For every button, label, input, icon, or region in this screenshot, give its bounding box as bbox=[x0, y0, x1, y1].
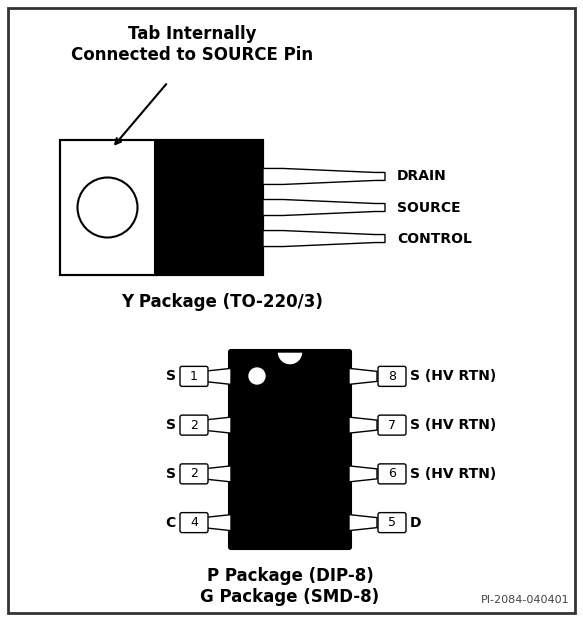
FancyBboxPatch shape bbox=[180, 464, 208, 484]
Text: S: S bbox=[166, 418, 176, 432]
Text: S (HV RTN): S (HV RTN) bbox=[410, 418, 496, 432]
Circle shape bbox=[78, 178, 138, 237]
Text: DRAIN: DRAIN bbox=[397, 170, 447, 183]
Polygon shape bbox=[349, 466, 377, 482]
Text: Y Package (TO-220/3): Y Package (TO-220/3) bbox=[122, 293, 324, 311]
Polygon shape bbox=[263, 168, 385, 184]
Text: S: S bbox=[166, 467, 176, 481]
Text: 2: 2 bbox=[190, 419, 198, 432]
FancyBboxPatch shape bbox=[180, 512, 208, 533]
FancyBboxPatch shape bbox=[378, 366, 406, 386]
Text: S: S bbox=[166, 369, 176, 383]
Text: Tab Internally
Connected to SOURCE Pin: Tab Internally Connected to SOURCE Pin bbox=[71, 25, 313, 64]
Text: S (HV RTN): S (HV RTN) bbox=[410, 369, 496, 383]
Polygon shape bbox=[203, 466, 231, 482]
Polygon shape bbox=[263, 230, 385, 247]
FancyBboxPatch shape bbox=[378, 512, 406, 533]
Text: CONTROL: CONTROL bbox=[397, 232, 472, 245]
FancyBboxPatch shape bbox=[180, 366, 208, 386]
Polygon shape bbox=[349, 515, 377, 530]
Polygon shape bbox=[203, 515, 231, 530]
Text: 6: 6 bbox=[388, 468, 396, 481]
Text: P Package (DIP-8)
G Package (SMD-8): P Package (DIP-8) G Package (SMD-8) bbox=[201, 567, 380, 606]
Text: PI-2084-040401: PI-2084-040401 bbox=[482, 595, 570, 605]
Text: 8: 8 bbox=[388, 370, 396, 383]
Text: S (HV RTN): S (HV RTN) bbox=[410, 467, 496, 481]
Text: D: D bbox=[410, 515, 422, 530]
Wedge shape bbox=[277, 352, 303, 365]
Text: 2: 2 bbox=[190, 468, 198, 481]
Text: SOURCE: SOURCE bbox=[397, 201, 461, 214]
FancyBboxPatch shape bbox=[229, 350, 351, 549]
Polygon shape bbox=[263, 199, 385, 215]
Text: 7: 7 bbox=[388, 419, 396, 432]
Bar bbox=[60, 140, 263, 275]
Polygon shape bbox=[203, 368, 231, 384]
Polygon shape bbox=[349, 368, 377, 384]
Polygon shape bbox=[203, 417, 231, 433]
FancyBboxPatch shape bbox=[378, 415, 406, 435]
Bar bbox=[155, 140, 263, 275]
Polygon shape bbox=[349, 417, 377, 433]
Text: 1: 1 bbox=[190, 370, 198, 383]
Bar bbox=[60, 140, 263, 275]
Text: C: C bbox=[166, 515, 176, 530]
Text: 5: 5 bbox=[388, 516, 396, 529]
FancyBboxPatch shape bbox=[180, 415, 208, 435]
Text: 4: 4 bbox=[190, 516, 198, 529]
FancyBboxPatch shape bbox=[378, 464, 406, 484]
Circle shape bbox=[249, 368, 265, 384]
